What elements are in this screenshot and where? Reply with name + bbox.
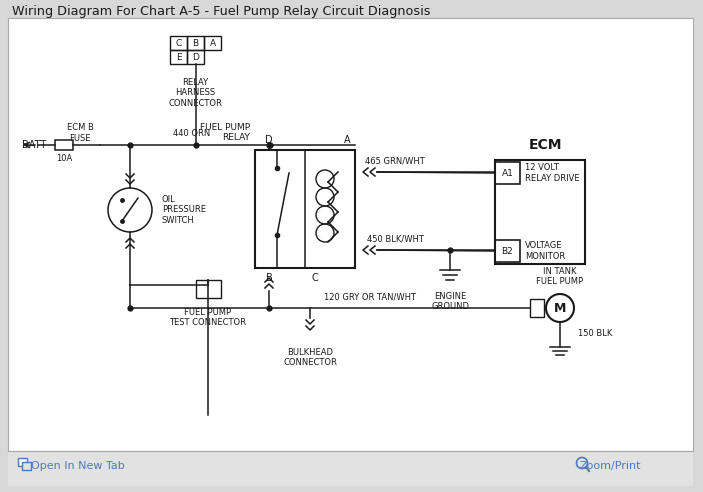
Bar [8, 18, 693, 451]
Text: 440 ORN: 440 ORN [174, 129, 211, 138]
Bar [187, 36, 204, 50]
Text: A: A [209, 38, 216, 48]
Bar [530, 299, 544, 317]
Text: OIL
PRESSURE
SWITCH: OIL PRESSURE SWITCH [162, 195, 206, 225]
Text: FUEL PUMP
RELAY: FUEL PUMP RELAY [200, 123, 250, 142]
Bar [187, 50, 204, 64]
Text: 150 BLK: 150 BLK [578, 330, 612, 338]
Bar [495, 240, 520, 262]
Bar [8, 451, 693, 486]
Bar [196, 280, 221, 298]
Bar [22, 462, 31, 470]
Text: FUEL PUMP
TEST CONNECTOR: FUEL PUMP TEST CONNECTOR [169, 308, 247, 327]
Text: ENGINE
GROUND: ENGINE GROUND [431, 292, 469, 311]
Text: BATT: BATT [22, 140, 46, 150]
Text: 10A: 10A [56, 154, 72, 163]
Text: M: M [554, 302, 566, 314]
Text: IN TANK
FUEL PUMP: IN TANK FUEL PUMP [536, 267, 583, 286]
Text: D: D [265, 135, 273, 145]
Circle shape [546, 294, 574, 322]
Bar [170, 36, 187, 50]
Text: Zoom/Print: Zoom/Print [579, 461, 640, 471]
Text: BULKHEAD
CONNECTOR: BULKHEAD CONNECTOR [283, 348, 337, 368]
Text: B: B [193, 38, 198, 48]
Text: C: C [311, 273, 318, 283]
Text: A: A [344, 135, 350, 145]
Text: A1: A1 [501, 168, 513, 178]
Bar [255, 150, 355, 268]
Text: D: D [192, 53, 199, 62]
Text: ECM B
FUSE: ECM B FUSE [67, 123, 93, 143]
Bar [18, 458, 27, 466]
Text: Open In New Tab: Open In New Tab [31, 461, 125, 471]
Bar [495, 162, 520, 184]
Bar [170, 50, 187, 64]
Text: 465 GRN/WHT: 465 GRN/WHT [365, 156, 425, 165]
Text: ECM: ECM [528, 138, 562, 152]
Bar [204, 36, 221, 50]
Text: RELAY
HARNESS
CONNECTOR: RELAY HARNESS CONNECTOR [169, 78, 222, 108]
Text: B2: B2 [502, 246, 513, 255]
Text: Wiring Diagram For Chart A-5 - Fuel Pump Relay Circuit Diagnosis: Wiring Diagram For Chart A-5 - Fuel Pump… [12, 4, 430, 18]
Text: C: C [175, 38, 181, 48]
Text: E: E [176, 53, 181, 62]
Text: B: B [266, 273, 272, 283]
Text: 12 VOLT
RELAY DRIVE: 12 VOLT RELAY DRIVE [525, 163, 580, 183]
Text: VOLTAGE
MONITOR: VOLTAGE MONITOR [525, 241, 565, 261]
Bar [55, 140, 73, 150]
Text: 120 GRY OR TAN/WHT: 120 GRY OR TAN/WHT [324, 292, 416, 301]
Text: 450 BLK/WHT: 450 BLK/WHT [366, 234, 423, 243]
